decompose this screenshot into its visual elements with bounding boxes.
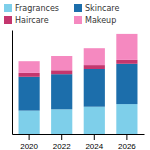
legend-item: Fragrances — [4, 4, 59, 13]
x-tick-mark — [29, 134, 30, 140]
bars — [19, 34, 138, 134]
x-tick: 2024 — [85, 134, 103, 150]
x-tick-label: 2022 — [53, 142, 71, 150]
x-tick: 2026 — [118, 134, 136, 150]
plot: 2020 2022 2024 2026 — [13, 31, 145, 150]
legend-item: Skincare — [74, 4, 119, 13]
legend: Fragrances Skincare Haircare Makeup — [4, 4, 119, 25]
legend-swatch — [4, 16, 12, 24]
x-tick-label: 2024 — [85, 142, 103, 150]
legend-item: Haircare — [4, 16, 49, 25]
x-tick-label: 2020 — [20, 142, 38, 150]
bar-segment — [19, 73, 40, 77]
bar-segment — [19, 61, 40, 73]
legend-swatch — [74, 4, 82, 12]
bar-segment — [19, 111, 40, 134]
x-tick-mark — [94, 134, 95, 140]
bar-segment — [116, 34, 137, 60]
bar-segment — [51, 56, 72, 70]
chart: 2020 2022 2024 2026 Fragrances Skincare Hairca… — [0, 0, 150, 150]
bar-segment — [51, 74, 72, 109]
legend-label: Haircare — [15, 16, 49, 25]
x-tick: 2022 — [53, 134, 71, 150]
bar-segment — [116, 64, 137, 104]
x-axis: 2020 2022 2024 2026 — [13, 134, 145, 150]
bar-segment — [116, 60, 137, 64]
x-axis-line — [13, 134, 145, 135]
bar-segment — [116, 104, 137, 134]
bar-segment — [51, 70, 72, 74]
y-axis — [12, 31, 13, 135]
legend-label: Fragrances — [15, 4, 59, 13]
x-tick-label: 2026 — [118, 142, 136, 150]
bar-segment — [19, 77, 40, 111]
bar-segment — [84, 69, 105, 107]
bar-segment — [84, 107, 105, 134]
x-tick: 2020 — [20, 134, 38, 150]
x-tick-mark — [61, 134, 62, 140]
legend-swatch — [74, 16, 82, 24]
legend-label: Makeup — [85, 16, 116, 25]
bar-segment — [84, 48, 105, 65]
legend-item: Makeup — [74, 16, 116, 25]
legend-label: Skincare — [85, 4, 119, 13]
series — [19, 60, 138, 77]
x-tick-mark — [126, 134, 127, 140]
legend-swatch — [4, 4, 12, 12]
series — [19, 34, 138, 73]
bar-segment — [51, 109, 72, 134]
y-axis-line — [12, 31, 13, 135]
bar-segment — [84, 65, 105, 69]
